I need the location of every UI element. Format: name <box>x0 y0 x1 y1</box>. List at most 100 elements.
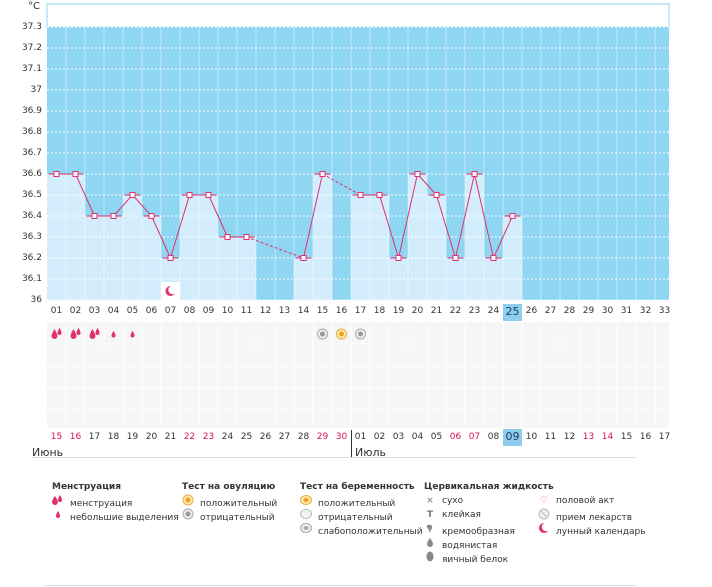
temperature-point <box>357 192 364 198</box>
cycle-day-label[interactable]: 04 <box>107 306 120 316</box>
cycle-day-label[interactable]: 10 <box>221 306 234 316</box>
cycle-day-label[interactable]: 06 <box>145 306 158 316</box>
calendar-date[interactable]: 25 <box>240 432 253 442</box>
sticky-icon: T <box>426 510 434 520</box>
pregnancy-test-core <box>358 331 363 337</box>
calendar-date[interactable]: 16 <box>69 432 82 442</box>
y-tick-label: 37.2 <box>21 43 42 53</box>
temperature-segment <box>303 173 323 259</box>
temperature-point <box>490 255 497 261</box>
cycle-day-label[interactable]: 07 <box>164 306 177 316</box>
calendar-date[interactable]: 04 <box>411 432 424 442</box>
ovulation-positive-core <box>339 331 344 337</box>
calendar-date[interactable]: 17 <box>658 432 671 442</box>
cycle-day-label[interactable]: 30 <box>601 306 614 316</box>
cycle-day-label[interactable]: 09 <box>202 306 215 316</box>
cycle-day-label[interactable]: 02 <box>69 306 82 316</box>
temperature-point <box>129 192 136 198</box>
temperature-point <box>72 171 79 177</box>
temperature-gap-segment <box>322 173 361 196</box>
cycle-day-label[interactable]: 17 <box>354 306 367 316</box>
calendar-date[interactable]: 15 <box>50 432 63 442</box>
y-tick-label: 36.8 <box>21 127 42 137</box>
y-tick-label: 36.7 <box>21 148 42 158</box>
cycle-day-label[interactable]: 25 <box>503 304 522 321</box>
cycle-day-label[interactable]: 26 <box>525 306 538 316</box>
cycle-day-label[interactable]: 21 <box>430 306 443 316</box>
cycle-day-label[interactable]: 19 <box>392 306 405 316</box>
cycle-day-label[interactable]: 01 <box>50 306 63 316</box>
moon-icon-cutout <box>168 285 177 295</box>
calendar-date[interactable]: 18 <box>107 432 120 442</box>
month-separator <box>351 430 352 458</box>
calendar-date[interactable]: 29 <box>316 432 329 442</box>
calendar-date[interactable]: 03 <box>392 432 405 442</box>
legend-item-pregnancy-positive: положительный <box>300 494 395 509</box>
calendar-date[interactable]: 02 <box>373 432 386 442</box>
cycle-day-label[interactable]: 23 <box>468 306 481 316</box>
calendar-date[interactable]: 17 <box>88 432 101 442</box>
y-tick-label: 37.1 <box>21 64 42 74</box>
cycle-day-label[interactable]: 13 <box>278 306 291 316</box>
temperature-bar <box>180 195 199 300</box>
calendar-date[interactable]: 16 <box>639 432 652 442</box>
calendar-date[interactable]: 19 <box>126 432 139 442</box>
calendar-date[interactable]: 23 <box>202 432 215 442</box>
calendar-date[interactable]: 10 <box>525 432 538 442</box>
calendar-date[interactable]: 20 <box>145 432 158 442</box>
temperature-bar <box>237 237 256 300</box>
cycle-day-label[interactable]: 03 <box>88 306 101 316</box>
calendar-date[interactable]: 28 <box>297 432 310 442</box>
cycle-day-label[interactable]: 20 <box>411 306 424 316</box>
cycle-day-label[interactable]: 31 <box>620 306 633 316</box>
calendar-date[interactable]: 26 <box>259 432 272 442</box>
spotting-icon <box>130 331 135 338</box>
calendar-date[interactable]: 30 <box>335 432 348 442</box>
calendar-date[interactable]: 06 <box>449 432 462 442</box>
calendar-date[interactable]: 12 <box>563 432 576 442</box>
cycle-day-label[interactable]: 32 <box>639 306 652 316</box>
cycle-day-label[interactable]: 15 <box>316 306 329 316</box>
cycle-day-label[interactable]: 16 <box>335 306 348 316</box>
menstruation-icon <box>70 328 81 339</box>
cycle-day-label[interactable]: 33 <box>658 306 671 316</box>
temperature-point <box>395 255 402 261</box>
cycle-day-label[interactable]: 05 <box>126 306 139 316</box>
cycle-day-label[interactable]: 29 <box>582 306 595 316</box>
temperature-bar <box>389 258 408 300</box>
calendar-date[interactable]: 08 <box>487 432 500 442</box>
calendar-date[interactable]: 01 <box>354 432 367 442</box>
calendar-date[interactable]: 24 <box>221 432 234 442</box>
calendar-date[interactable]: 11 <box>544 432 557 442</box>
legend-item-menstruation: менструация <box>52 494 132 509</box>
calendar-date[interactable]: 27 <box>278 432 291 442</box>
cycle-day-label[interactable]: 11 <box>240 306 253 316</box>
calendar-date[interactable]: 22 <box>183 432 196 442</box>
cycle-day-label[interactable]: 22 <box>449 306 462 316</box>
temperature-segment <box>474 173 494 259</box>
temperature-point <box>91 213 98 219</box>
cycle-day-label[interactable]: 12 <box>259 306 272 316</box>
cycle-day-label[interactable]: 18 <box>373 306 386 316</box>
temperature-segment <box>493 215 513 259</box>
temperature-segment <box>75 173 95 217</box>
calendar-date[interactable]: 07 <box>468 432 481 442</box>
temperature-segment <box>417 173 437 196</box>
calendar-date[interactable]: 13 <box>582 432 595 442</box>
calendar-date[interactable]: 09 <box>503 429 522 446</box>
temperature-bar <box>370 195 389 300</box>
menstruation-icon <box>89 328 100 339</box>
calendar-date[interactable]: 15 <box>620 432 633 442</box>
calendar-date[interactable]: 21 <box>164 432 177 442</box>
cycle-day-label[interactable]: 24 <box>487 306 500 316</box>
calendar-date[interactable]: 14 <box>601 432 614 442</box>
calendar-date[interactable]: 05 <box>430 432 443 442</box>
cycle-day-label[interactable]: 14 <box>297 306 310 316</box>
cycle-day-label[interactable]: 28 <box>563 306 576 316</box>
cycle-day-label[interactable]: 27 <box>544 306 557 316</box>
temperature-point <box>53 171 60 177</box>
temperature-point <box>167 255 174 261</box>
egg-white-icon <box>424 550 436 567</box>
month-label-july: Июль <box>355 446 387 459</box>
cycle-day-label[interactable]: 08 <box>183 306 196 316</box>
